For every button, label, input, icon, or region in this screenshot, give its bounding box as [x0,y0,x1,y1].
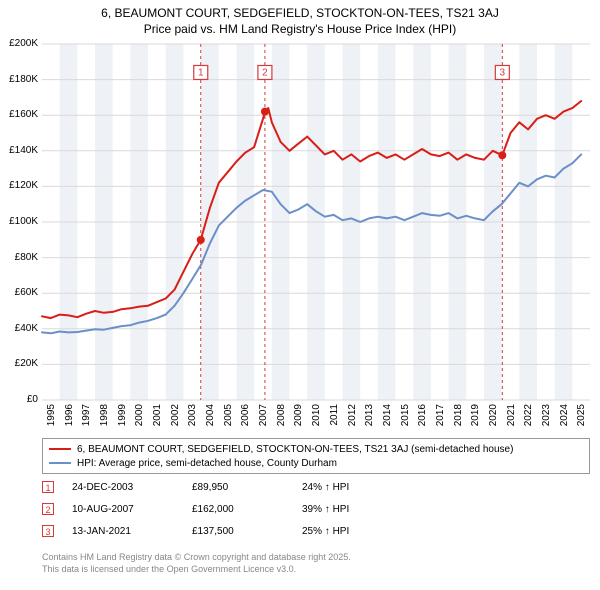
y-tick-label: £100K [2,216,38,227]
y-tick-label: £180K [2,74,38,85]
legend-row: 6, BEAUMONT COURT, SEDGEFIELD, STOCKTON-… [49,442,583,456]
events-table: 1 24-DEC-2003£89,95024% ↑ HPI 2 10-AUG-2007… [42,478,402,544]
event-row: 3 13-JAN-2021£137,50025% ↑ HPI [42,522,402,540]
event-date: 24-DEC-2003 [72,482,192,493]
y-tick-label: £80K [2,252,38,263]
y-tick-label: £0 [2,394,38,405]
y-tick-label: £40K [2,323,38,334]
event-date: 13-JAN-2021 [72,526,192,537]
svg-text:1: 1 [198,67,204,78]
svg-text:3: 3 [500,67,506,78]
event-price: £137,500 [192,526,302,537]
footer-line-2: This data is licensed under the Open Gov… [42,564,351,576]
legend-label: HPI: Average price, semi-detached house,… [77,458,337,469]
legend-swatch [49,448,71,450]
event-diff: 25% ↑ HPI [302,526,402,537]
event-price: £89,950 [192,482,302,493]
y-tick-label: £60K [2,287,38,298]
y-tick-label: £140K [2,145,38,156]
event-marker: 2 [42,503,54,515]
event-price: £162,000 [192,504,302,515]
legend-row: HPI: Average price, semi-detached house,… [49,456,583,470]
event-marker: 3 [42,525,54,537]
legend-swatch [49,462,71,464]
legend-label: 6, BEAUMONT COURT, SEDGEFIELD, STOCKTON-… [77,444,513,455]
footer: Contains HM Land Registry data © Crown c… [42,552,351,575]
y-tick-label: £160K [2,109,38,120]
y-tick-label: £120K [2,180,38,191]
event-row: 2 10-AUG-2007£162,00039% ↑ HPI [42,500,402,518]
event-marker: 1 [42,481,54,493]
event-diff: 39% ↑ HPI [302,504,402,515]
chart-container: { "title": { "line1": "6, BEAUMONT COURT… [0,0,600,590]
event-diff: 24% ↑ HPI [302,482,402,493]
svg-text:2: 2 [262,67,268,78]
legend: 6, BEAUMONT COURT, SEDGEFIELD, STOCKTON-… [42,438,590,474]
y-tick-label: £20K [2,358,38,369]
event-date: 10-AUG-2007 [72,504,192,515]
event-row: 1 24-DEC-2003£89,95024% ↑ HPI [42,478,402,496]
y-tick-label: £200K [2,38,38,49]
footer-line-1: Contains HM Land Registry data © Crown c… [42,552,351,564]
chart-svg: 1 2 3 [0,0,600,440]
